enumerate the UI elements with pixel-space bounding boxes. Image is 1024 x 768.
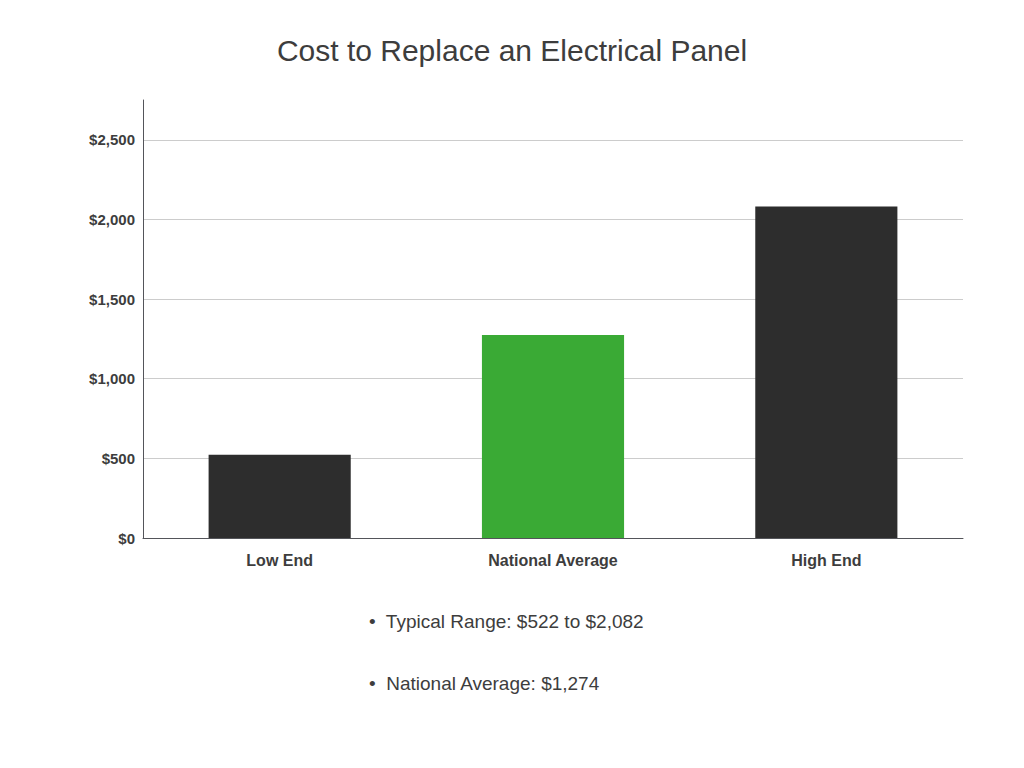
svg-text:$2,500: $2,500	[89, 131, 135, 148]
svg-text:$500: $500	[102, 450, 135, 467]
svg-text:High End: High End	[791, 552, 861, 569]
svg-text:$0: $0	[118, 530, 135, 547]
svg-text:Cost to Replace an Electrical: Cost to Replace an Electrical Panel	[277, 34, 747, 67]
svg-text:National Average: National Average	[488, 552, 618, 569]
svg-text:• National Average: $1,274: • National Average: $1,274	[369, 673, 600, 694]
svg-text:$2,000: $2,000	[89, 211, 135, 228]
svg-text:$1,500: $1,500	[89, 291, 135, 308]
svg-text:$1,000: $1,000	[89, 370, 135, 387]
svg-text:Low End: Low End	[246, 552, 313, 569]
svg-text:• Typical Range: $522 to $2,0: • Typical Range: $522 to $2,082	[369, 611, 644, 632]
